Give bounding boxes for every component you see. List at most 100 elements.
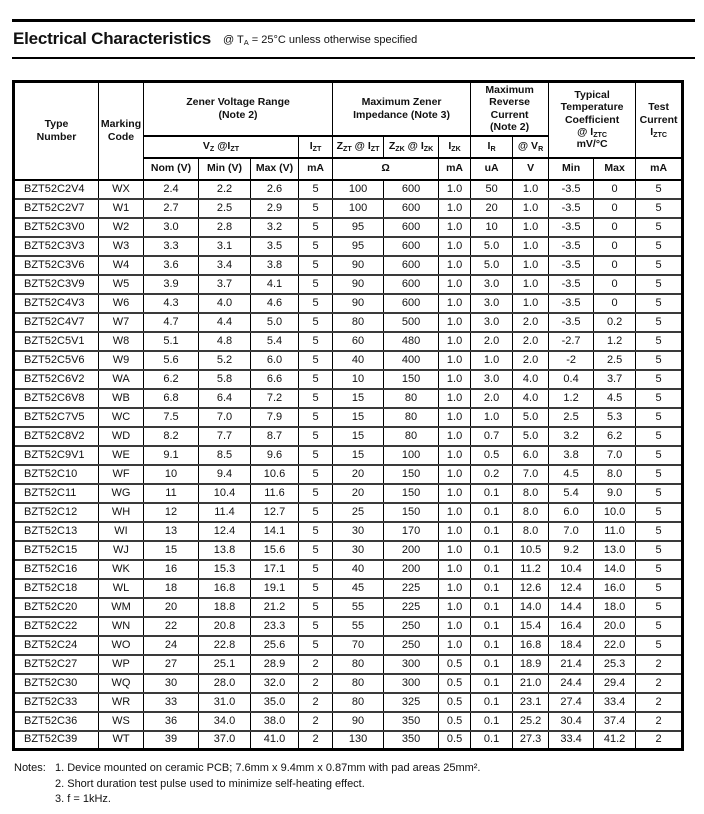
cell-izt-ma: 5 (297, 445, 334, 466)
cell-zzt-ohm: 20 (332, 464, 385, 485)
cell-tc-min: 14.4 (548, 597, 595, 618)
cell-izt-ma: 5 (297, 559, 334, 580)
cell-tc-min: 12.4 (548, 578, 595, 599)
cell-izt-ma: 5 (297, 293, 334, 314)
cell-vr-v: 5.0 (512, 426, 550, 447)
cell-vz-max: 6.6 (250, 369, 299, 390)
cell-type-number: BZT52C12 (13, 502, 99, 523)
cell-marking-code: WT (98, 730, 144, 751)
cell-iztc-ma: 2 (635, 730, 684, 751)
cell-iztc-ma: 5 (635, 369, 684, 390)
cell-zzk-ohm: 600 (383, 293, 440, 314)
cell-izk-ma: 1.0 (438, 635, 472, 656)
cell-izt-ma: 5 (297, 236, 334, 257)
cell-vz-nom: 39 (143, 730, 199, 751)
cell-type-number: BZT52C33 (13, 692, 99, 713)
cell-zzt-ohm: 15 (332, 445, 385, 466)
cell-tc-max: 41.2 (593, 730, 637, 751)
cell-vz-max: 11.6 (250, 483, 299, 504)
cell-tc-max: 9.0 (593, 483, 637, 504)
cell-vr-v: 23.1 (512, 692, 550, 713)
cell-izt-ma: 5 (297, 388, 334, 409)
cell-type-number: BZT52C3V0 (13, 217, 99, 238)
cell-zzt-ohm: 70 (332, 635, 385, 656)
cell-ir-ua: 3.0 (470, 312, 514, 333)
cell-ir-ua: 3.0 (470, 274, 514, 295)
cell-type-number: BZT52C6V8 (13, 388, 99, 409)
cell-iztc-ma: 2 (635, 673, 684, 694)
cell-vr-v: 2.0 (512, 331, 550, 352)
cell-izk-ma: 1.0 (438, 179, 472, 200)
cell-vz-nom: 3.6 (143, 255, 199, 276)
cell-ir-ua: 0.1 (470, 483, 514, 504)
cell-vz-max: 19.1 (250, 578, 299, 599)
cell-vz-nom: 3.9 (143, 274, 199, 295)
cell-zzk-ohm: 100 (383, 445, 440, 466)
cell-izk-ma: 1.0 (438, 559, 472, 580)
cell-vz-max: 3.5 (250, 236, 299, 257)
cell-izk-ma: 1.0 (438, 426, 472, 447)
table-row: BZT52C10 WF 10 9.4 10.6 5 20 150 1.0 0.2 7.0 4.5 8.0… (13, 464, 684, 485)
col-header-test-current: Test Current IZTC (635, 81, 684, 159)
cell-vz-max: 5.4 (250, 331, 299, 352)
cell-zzk-ohm: 150 (383, 483, 440, 504)
table-row: BZT52C18 WL 18 16.8 19.1 5 45 225 1.0 0.1 12.6 12.4… (13, 578, 684, 599)
cell-tc-max: 13.0 (593, 540, 637, 561)
cell-tc-min: 24.4 (548, 673, 595, 694)
cell-type-number: BZT52C2V7 (13, 198, 99, 219)
cell-izt-ma: 5 (297, 407, 334, 428)
cell-type-number: BZT52C30 (13, 673, 99, 694)
cell-marking-code: WF (98, 464, 144, 485)
electrical-characteristics-table: Type Number Marking Code Zener Voltage Ran… (12, 80, 685, 751)
cell-iztc-ma: 2 (635, 654, 684, 675)
cell-vz-min: 7.0 (198, 407, 251, 428)
cell-ir-ua: 20 (470, 198, 514, 219)
cell-zzk-ohm: 600 (383, 198, 440, 219)
cell-zzk-ohm: 500 (383, 312, 440, 333)
cell-izt-ma: 5 (297, 540, 334, 561)
cell-type-number: BZT52C27 (13, 654, 99, 675)
cell-izt-ma: 5 (297, 331, 334, 352)
cell-vz-nom: 4.7 (143, 312, 199, 333)
cell-zzk-ohm: 600 (383, 274, 440, 295)
cell-marking-code: WB (98, 388, 144, 409)
cell-zzt-ohm: 80 (332, 673, 385, 694)
cell-ir-ua: 50 (470, 179, 514, 200)
cell-zzt-ohm: 60 (332, 331, 385, 352)
table-row: BZT52C4V3 W6 4.3 4.0 4.6 5 90 600 1.0 3.0 1.0 -3.5 0… (13, 293, 684, 314)
cell-tc-max: 18.0 (593, 597, 637, 618)
cell-vz-max: 7.2 (250, 388, 299, 409)
cell-vz-min: 4.8 (198, 331, 251, 352)
cell-zzk-ohm: 300 (383, 673, 440, 694)
cell-tc-min: 0.4 (548, 369, 595, 390)
cell-zzt-ohm: 10 (332, 369, 385, 390)
cell-vr-v: 21.0 (512, 673, 550, 694)
unit-vr-v: V (512, 157, 550, 181)
cell-vz-min: 22.8 (198, 635, 251, 656)
cell-izt-ma: 2 (297, 692, 334, 713)
cell-zzk-ohm: 600 (383, 236, 440, 257)
cell-tc-min: 33.4 (548, 730, 595, 751)
cell-ir-ua: 0.1 (470, 597, 514, 618)
cell-tc-min: 21.4 (548, 654, 595, 675)
cell-vz-nom: 2.7 (143, 198, 199, 219)
cell-vz-nom: 16 (143, 559, 199, 580)
cell-izt-ma: 5 (297, 198, 334, 219)
cell-type-number: BZT52C11 (13, 483, 99, 504)
cell-marking-code: WC (98, 407, 144, 428)
cell-iztc-ma: 5 (635, 217, 684, 238)
cell-vr-v: 4.0 (512, 388, 550, 409)
cell-vz-max: 3.8 (250, 255, 299, 276)
cell-tc-max: 20.0 (593, 616, 637, 637)
cell-marking-code: WA (98, 369, 144, 390)
table-row: BZT52C2V4 WX 2.4 2.2 2.6 5 100 600 1.0 50 1.0 -3.5 0… (13, 179, 684, 200)
notes-label: Notes: (14, 762, 46, 774)
cell-zzt-ohm: 40 (332, 559, 385, 580)
col-group-max-reverse-current: Maximum Reverse Current (Note 2) (470, 81, 550, 137)
cell-iztc-ma: 5 (635, 635, 684, 656)
cell-type-number: BZT52C39 (13, 730, 99, 751)
cell-vr-v: 16.8 (512, 635, 550, 656)
cell-vz-min: 8.5 (198, 445, 251, 466)
cell-izk-ma: 0.5 (438, 692, 472, 713)
cell-type-number: BZT52C3V6 (13, 255, 99, 276)
